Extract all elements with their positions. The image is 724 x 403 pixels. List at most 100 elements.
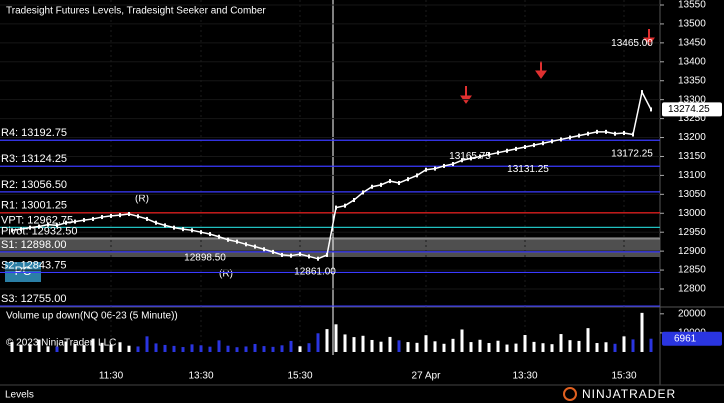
volume-bar: [37, 339, 41, 352]
volume-bar: [388, 336, 392, 352]
r-marker: (R): [135, 194, 149, 205]
volume-marker-label: 6961: [674, 333, 697, 344]
volume-bar: [541, 343, 545, 352]
volume-bar: [46, 346, 50, 352]
level-label: R2: 13056.50: [1, 179, 67, 191]
price-bar: [380, 182, 382, 187]
volume-bar: [505, 344, 509, 352]
x-tick-label: 11:30: [99, 371, 124, 382]
volume-bar: [568, 340, 572, 352]
volume-bar: [640, 312, 644, 352]
price-bar: [227, 237, 229, 242]
price-bar: [587, 131, 589, 136]
pc-button-label[interactable]: PC: [15, 264, 32, 278]
volume-bar: [325, 329, 329, 352]
price-bar: [317, 256, 319, 261]
y-tick-label: 13050: [678, 189, 706, 200]
price-marker-box: [662, 102, 722, 117]
price-bar: [497, 150, 499, 155]
y-tick-label: 13500: [678, 19, 706, 30]
price-bar: [110, 213, 112, 218]
y-tick-label: 12850: [678, 265, 706, 276]
price-bar: [191, 228, 193, 233]
volume-bar: [559, 334, 563, 352]
volume-bar: [595, 343, 599, 352]
y-tick-label: 20000: [678, 308, 706, 319]
price-bar: [245, 242, 247, 247]
volume-bar: [622, 336, 626, 352]
price-bar: [641, 90, 643, 95]
annotation: 13172.25: [611, 149, 653, 160]
volume-bar: [136, 346, 140, 352]
logo: NINJATRADER: [582, 387, 676, 401]
volume-bar: [28, 344, 32, 352]
volume-bar: [613, 343, 617, 352]
volume-bar: [307, 343, 311, 352]
price-bar: [11, 228, 13, 233]
volume-bar: [127, 345, 131, 352]
price-bar: [452, 162, 454, 167]
volume-bar: [199, 345, 203, 352]
price-bar: [290, 253, 292, 258]
y-tick-label: 13550: [678, 0, 706, 11]
volume-bar: [19, 344, 23, 352]
price-bar: [524, 145, 526, 149]
volume-bar: [118, 342, 122, 352]
price-bar: [146, 216, 148, 221]
price-bar: [569, 135, 571, 140]
price-bar: [425, 167, 427, 172]
tab-label[interactable]: Levels: [5, 390, 34, 401]
y-tick-label: 13450: [678, 38, 706, 49]
x-tick-label: 15:30: [287, 371, 312, 382]
price-bar: [92, 216, 94, 221]
logo-icon: [563, 387, 577, 401]
volume-bar: [469, 342, 473, 352]
price-bar: [479, 154, 481, 159]
y-tick-label: 13350: [678, 75, 706, 86]
price-bar: [272, 249, 274, 254]
price-bar: [74, 219, 76, 224]
volume-bar: [82, 345, 86, 352]
price-bar: [281, 252, 283, 257]
price-bar: [578, 133, 580, 138]
y-tick-label: 13100: [678, 170, 706, 181]
annotation: 13131.25: [507, 164, 549, 175]
price-bar: [101, 215, 103, 220]
volume-bar: [262, 346, 266, 352]
volume-bar: [460, 329, 464, 352]
y-tick-label: 13300: [678, 94, 706, 105]
volume-bar: [343, 334, 347, 352]
volume-bar: [109, 344, 113, 352]
volume-bar: [289, 340, 293, 352]
level-label: R3: 13124.25: [1, 153, 67, 165]
price-bar: [443, 163, 445, 168]
annotation: 12898.50: [184, 252, 226, 263]
y-tick-label: 13400: [678, 56, 706, 67]
volume-bar: [298, 346, 302, 352]
volume-bar: [442, 343, 446, 352]
price-bar: [173, 225, 175, 230]
volume-bar: [451, 338, 455, 352]
y-tick-label: 12900: [678, 246, 706, 257]
volume-bar: [487, 343, 491, 352]
volume-bar: [73, 343, 77, 352]
price-bar: [407, 177, 409, 182]
volume-bar: [154, 343, 158, 352]
price-marker-label: 13274.25: [668, 104, 710, 115]
annotation: 13165.75: [449, 151, 491, 162]
signal-arrows: [460, 29, 655, 104]
volume-bar: [514, 343, 518, 352]
price-bar: [236, 239, 238, 244]
price-bar: [605, 129, 607, 134]
volume-bar: [478, 339, 482, 352]
price-bar: [254, 244, 256, 249]
y-tick-label: 13250: [678, 113, 706, 124]
price-bar: [398, 180, 400, 185]
price-bar: [326, 252, 328, 257]
volume-bar: [100, 342, 104, 352]
y-tick-label: 13150: [678, 151, 706, 162]
volume-bar: [586, 328, 590, 352]
price-bar: [614, 131, 616, 136]
price-bar: [533, 143, 535, 148]
volume-bar: [91, 338, 95, 352]
